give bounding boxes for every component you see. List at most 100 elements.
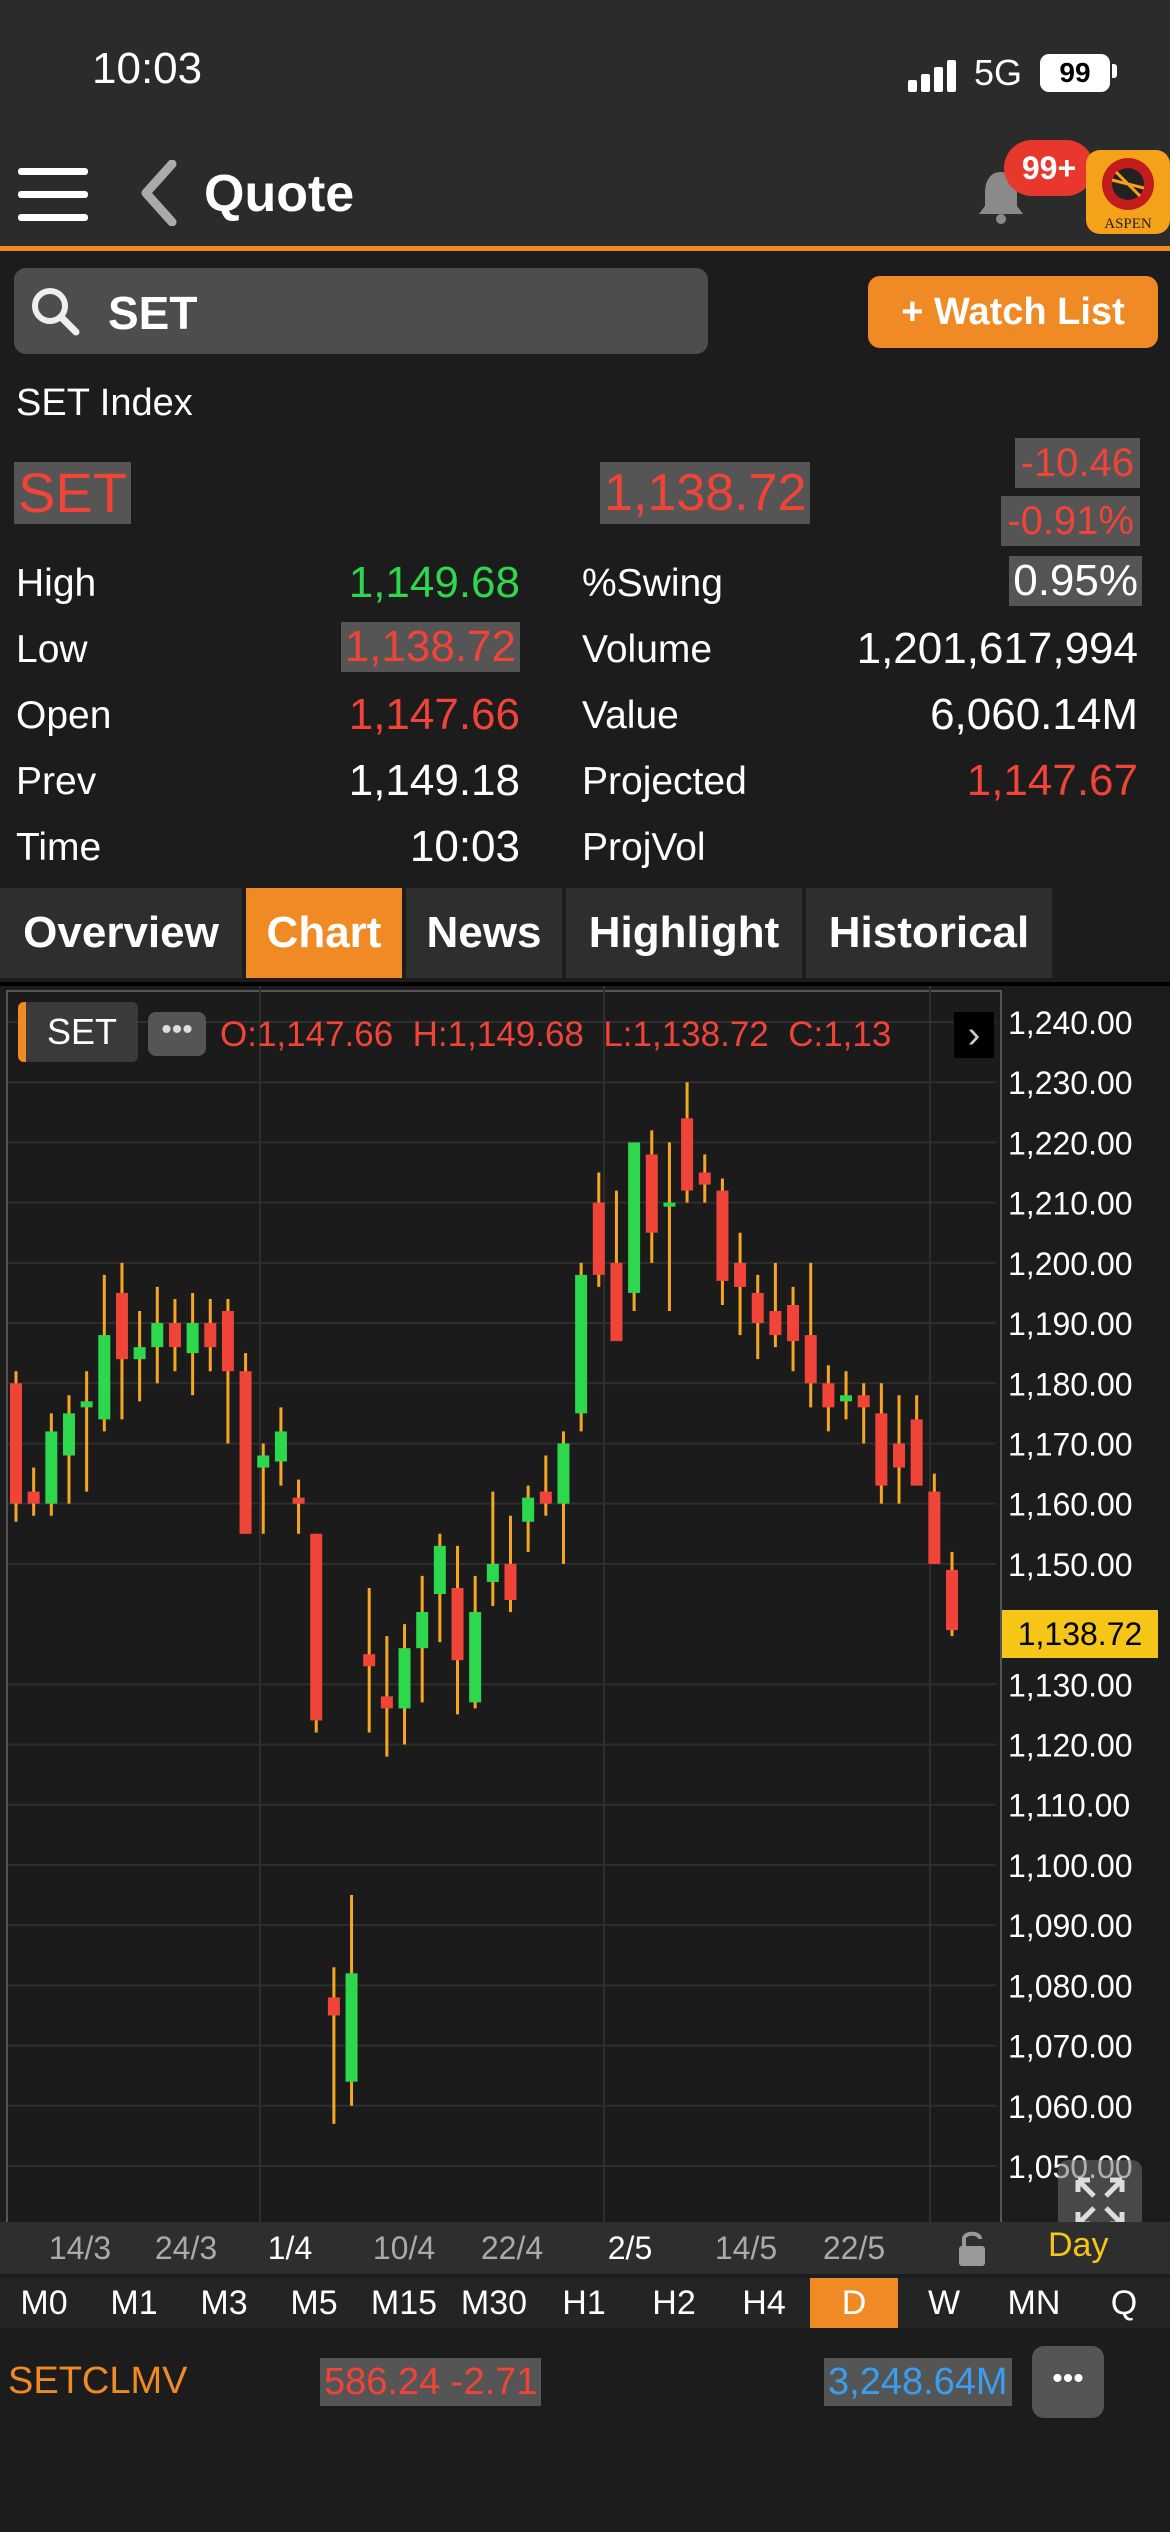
- timeframe-mn[interactable]: MN: [1007, 2284, 1061, 2322]
- timeframe-d[interactable]: D: [810, 2278, 898, 2328]
- candle-body: [310, 1533, 323, 1721]
- y-tick-label: 1,090.00: [1008, 1908, 1133, 1944]
- candle-body: [469, 1612, 482, 1703]
- candle-body: [822, 1383, 835, 1408]
- candle-body: [628, 1142, 641, 1293]
- candle-body: [769, 1311, 782, 1336]
- candle-body: [433, 1545, 446, 1594]
- candle-body: [363, 1654, 376, 1667]
- signal-icon: [908, 60, 960, 92]
- candle-body: [928, 1491, 941, 1564]
- candle-body: [27, 1491, 40, 1504]
- aspen-logo[interactable]: ASPEN: [1086, 150, 1170, 234]
- candle-body: [522, 1497, 535, 1522]
- candlestick-chart[interactable]: 1,240.00 1,230.00 1,220.00 1,210.00 1,200.00…: [0, 986, 1170, 2222]
- candle-body: [257, 1455, 270, 1468]
- watchlist-button[interactable]: + Watch List: [868, 276, 1158, 348]
- candle-body: [45, 1431, 58, 1504]
- menu-icon[interactable]: [18, 168, 88, 222]
- candle-body: [327, 1997, 340, 2016]
- candle-body: [345, 1973, 358, 2082]
- stat-label-value: Value: [582, 694, 679, 737]
- timeframe-h1[interactable]: H1: [562, 2284, 606, 2322]
- stat-value-high: 1,149.68: [348, 558, 520, 607]
- back-icon[interactable]: [138, 159, 178, 227]
- timeframe-m5[interactable]: M5: [290, 2284, 338, 2322]
- lock-icon[interactable]: [956, 2228, 988, 2268]
- stat-label-open: Open: [16, 694, 112, 737]
- period-label[interactable]: Day: [1048, 2226, 1109, 2264]
- x-tick-label: 14/5: [714, 2230, 778, 2266]
- timeframe-bar: M0 M1 M3 M5 M15 M30 H1 H2 H4 D W MN Q: [0, 2278, 1170, 2328]
- candle-body: [751, 1292, 764, 1324]
- stat-value-time: 10:03: [409, 822, 520, 871]
- y-tick-label: 1,230.00: [1008, 1065, 1133, 1101]
- chart-plot-area[interactable]: [6, 990, 1002, 2226]
- indicator-amount: 3,248.64M: [824, 2358, 1012, 2406]
- tab-chart[interactable]: Chart: [246, 888, 402, 978]
- timeframe-m0[interactable]: M0: [20, 2284, 68, 2322]
- timeframe-h4[interactable]: H4: [742, 2284, 786, 2322]
- symbol-search-field[interactable]: [14, 268, 708, 354]
- timeframe-q[interactable]: Q: [1110, 2284, 1138, 2322]
- candle-body: [380, 1696, 393, 1709]
- chart-more-icon[interactable]: •••: [148, 1012, 206, 1056]
- y-tick-label: 1,070.00: [1008, 2029, 1133, 2065]
- y-tick-label: 1,200.00: [1008, 1246, 1133, 1282]
- stat-value-volume: 1,201,617,994: [856, 624, 1138, 673]
- candle-body: [504, 1563, 517, 1601]
- candle-body: [610, 1262, 623, 1342]
- timeframe-m15[interactable]: M15: [370, 2284, 438, 2322]
- candle-body: [716, 1190, 729, 1281]
- stat-value-prev: 1,149.18: [348, 756, 520, 805]
- x-tick-label: 2/5: [607, 2230, 653, 2266]
- top-bar: [0, 0, 1170, 248]
- timeframe-m1[interactable]: M1: [110, 2284, 158, 2322]
- last-price: 1,138.72: [600, 462, 811, 524]
- y-tick-label: 1,190.00: [1008, 1306, 1133, 1342]
- stat-label-time: Time: [16, 826, 102, 869]
- timeframe-w[interactable]: W: [927, 2284, 961, 2322]
- stat-label-volume: Volume: [582, 628, 713, 671]
- candle-body: [115, 1292, 128, 1360]
- current-price-tag: 1,138.72: [1002, 1610, 1158, 1658]
- stat-value-projected: 1,147.67: [966, 756, 1138, 805]
- timeframe-m3[interactable]: M3: [200, 2284, 248, 2322]
- quote-symbol: SET: [14, 462, 131, 524]
- stat-label-swing: %Swing: [582, 562, 723, 605]
- page-title: Quote: [204, 165, 355, 223]
- candle-body: [168, 1323, 181, 1348]
- tab-historical[interactable]: Historical: [806, 888, 1052, 978]
- y-tick-label: 1,100.00: [1008, 1848, 1133, 1884]
- search-value[interactable]: SET: [108, 287, 198, 339]
- price-change: -10.46: [1014, 438, 1140, 488]
- tab-overview[interactable]: Overview: [0, 888, 242, 978]
- index-name: SET Index: [16, 382, 193, 424]
- y-tick-label: 1,180.00: [1008, 1366, 1133, 1402]
- candle-body: [186, 1323, 199, 1354]
- tab-highlight[interactable]: Highlight: [566, 888, 802, 978]
- indicator-more-icon[interactable]: •••: [1032, 2346, 1104, 2418]
- candle-body: [274, 1431, 287, 1462]
- candle-body: [398, 1648, 411, 1709]
- y-tick-label: 1,110.00: [1008, 1788, 1130, 1824]
- timeframe-h2[interactable]: H2: [652, 2284, 696, 2322]
- search-icon: [28, 284, 84, 340]
- indicator-name[interactable]: SETCLMV: [8, 2360, 188, 2402]
- candle-body: [681, 1118, 694, 1191]
- network-label: 5G: [974, 52, 1023, 93]
- candle-body: [133, 1347, 146, 1360]
- candle-body: [98, 1335, 111, 1420]
- y-tick-label: 1,060.00: [1008, 2089, 1133, 2125]
- timeframe-m30[interactable]: M30: [460, 2284, 528, 2322]
- tab-news[interactable]: News: [406, 888, 562, 978]
- indicator-value: 586.24 -2.71: [320, 2358, 542, 2406]
- y-tick-label: 1,160.00: [1008, 1487, 1133, 1523]
- candle-body: [787, 1304, 800, 1342]
- status-time: 10:03: [92, 44, 203, 93]
- y-tick-label: 1,120.00: [1008, 1728, 1133, 1764]
- candle-body: [239, 1371, 252, 1534]
- x-tick-label: 24/3: [154, 2230, 218, 2266]
- chevron-right-icon[interactable]: ›: [954, 1012, 994, 1058]
- chart-symbol-tag[interactable]: SET: [18, 1002, 138, 1062]
